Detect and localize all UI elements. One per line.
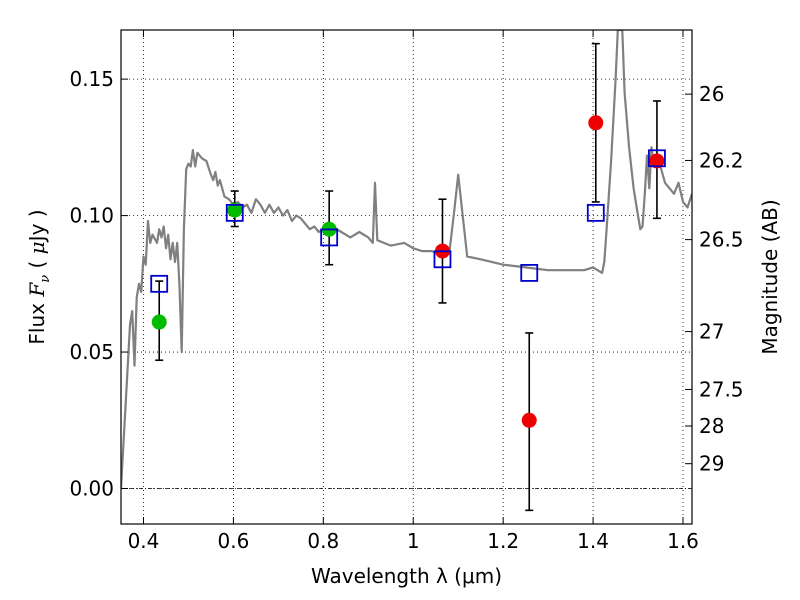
y2-tick-label: 29 xyxy=(699,452,724,476)
x-tick-label: 1.4 xyxy=(577,529,609,553)
model-point-square xyxy=(320,228,339,247)
y2-tick-label: 26.2 xyxy=(699,148,744,172)
data-point-circle xyxy=(521,412,537,428)
y-tick-label: 0.10 xyxy=(69,204,114,228)
model-point-square xyxy=(225,203,244,222)
x-tick-label: 0.6 xyxy=(217,529,249,553)
model-point-square xyxy=(433,250,452,269)
x-tick-label: 1.6 xyxy=(667,529,699,553)
spectrum-line xyxy=(121,30,692,489)
model-point-square xyxy=(520,264,539,282)
x-tick-label: 0.4 xyxy=(128,529,160,553)
x-tick-label: 1 xyxy=(407,529,420,553)
y2-tick-label: 27.5 xyxy=(699,377,744,401)
grid xyxy=(121,30,692,524)
x-axis-label: Wavelength λ (μm) xyxy=(311,564,502,588)
y2-tick-label: 28 xyxy=(699,414,724,438)
data-point-circle xyxy=(151,314,167,330)
plot-area xyxy=(121,30,692,512)
y2-tick-label: 26.5 xyxy=(699,228,744,252)
x-tick-label: 0.8 xyxy=(307,529,339,553)
plot-frame xyxy=(120,29,693,525)
x-tick-label: 1.2 xyxy=(487,529,519,553)
model-point-square xyxy=(586,203,605,222)
y-tick-label: 0.15 xyxy=(69,67,114,91)
y2-tick-label: 26 xyxy=(699,82,724,106)
model-point-square xyxy=(648,149,666,168)
y-tick-label: 0.00 xyxy=(69,477,114,501)
data-point-circle xyxy=(649,153,665,169)
model-point-square xyxy=(150,274,169,293)
axis-ticks: 0.4 0.6 0.8 1 1.2 1.4 1.6 0.00 0.05 0.10 0.15 26 26.… xyxy=(69,30,744,553)
y2-axis-label: Magnitude (AB) xyxy=(758,199,782,354)
y-tick-label: 0.05 xyxy=(69,340,114,364)
y-axis-label: Flux Fν ( μJy ) xyxy=(25,209,53,344)
y2-tick-label: 27 xyxy=(699,320,724,344)
data-point-circle xyxy=(227,202,243,218)
data-point-circle xyxy=(588,115,604,131)
